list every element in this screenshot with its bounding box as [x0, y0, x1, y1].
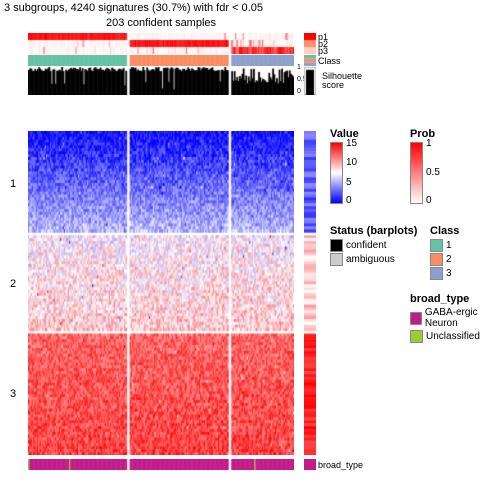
- prob-gradient: [410, 142, 423, 204]
- value-tick-10: 10: [346, 157, 357, 168]
- main-title: 3 subgroups, 4240 signatures (30.7%) wit…: [4, 2, 263, 14]
- prob-tick-1: 1: [426, 138, 432, 149]
- broad-type-track: [28, 459, 294, 470]
- legend-value: Value 15 10 5 0: [330, 128, 359, 204]
- legend-item: 2: [430, 253, 459, 266]
- subtitle: 203 confident samples: [28, 17, 294, 29]
- silhouette-track: [28, 67, 294, 95]
- main-heatmap: [28, 131, 294, 455]
- row-group-1: 1: [10, 178, 16, 190]
- side-heat: [304, 131, 316, 455]
- value-tick-0: 0: [346, 195, 352, 206]
- side-class: [304, 55, 316, 66]
- row-group-2: 2: [10, 278, 16, 290]
- side-prob: [304, 33, 316, 54]
- sil-tick-1: 1: [297, 64, 301, 71]
- value-gradient: [330, 142, 343, 204]
- broad-type-label: broad_type: [318, 460, 363, 470]
- prob-tick-0: 0: [426, 195, 432, 206]
- legend-item: ambiguous: [330, 253, 417, 266]
- value-tick-5: 5: [346, 177, 352, 188]
- class-track-label: Class: [318, 56, 341, 66]
- legend-status: Status (barplots) confidentambiguous: [330, 225, 417, 267]
- row-group-3: 3: [10, 388, 16, 400]
- class-track: [28, 55, 294, 66]
- prob-tick-05: 0.5: [426, 167, 440, 178]
- side-sil: [304, 67, 316, 95]
- prob-row-label-p3: p3: [318, 46, 328, 56]
- legend-item: confident: [330, 239, 417, 252]
- legend-item: Unclassified: [410, 330, 504, 343]
- legend-item: 1: [430, 239, 459, 252]
- value-tick-15: 15: [346, 138, 357, 149]
- legend-item: 3: [430, 267, 459, 280]
- legend-item: GABA-ergic Neuron: [410, 307, 504, 329]
- legend-class: Class 123: [430, 225, 459, 281]
- side-broad: [304, 459, 316, 470]
- legend-broad-type: broad_type GABA-ergic NeuronUnclassified: [410, 293, 504, 344]
- silhouette-label: Silhouettescore: [322, 72, 362, 90]
- legend-status-title: Status (barplots): [330, 225, 417, 237]
- legend-class-title: Class: [430, 225, 459, 237]
- sil-tick-0: 0: [297, 88, 301, 95]
- legend-prob: Prob 1 0.5 0: [410, 128, 435, 204]
- prob-track: [28, 33, 294, 54]
- legend-broad-title: broad_type: [410, 293, 504, 305]
